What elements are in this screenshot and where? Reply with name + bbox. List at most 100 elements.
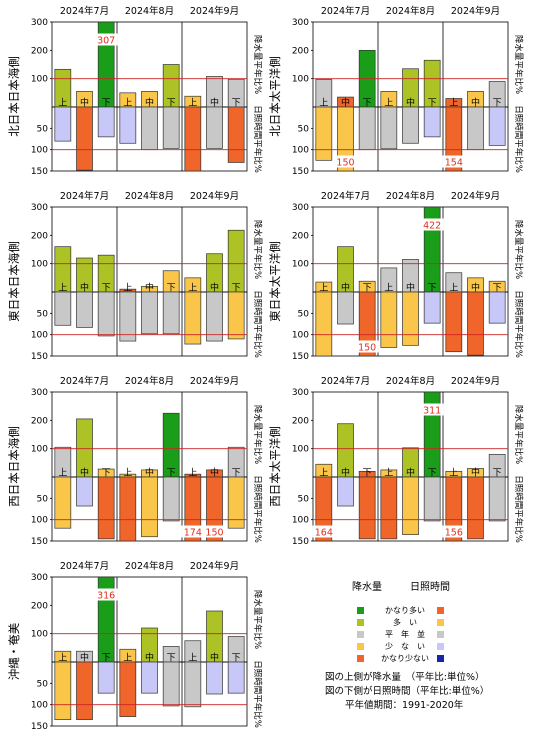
- month-label: 2024年7月: [321, 5, 370, 17]
- sun-bar: [337, 476, 354, 507]
- precip-tick-label: 100: [31, 630, 48, 640]
- precip-value-label-bg: [420, 218, 444, 231]
- sun-bar: [380, 106, 398, 150]
- sun-tick-label: 150: [31, 722, 48, 732]
- legend-category-2: 多 い: [393, 617, 417, 627]
- sun-bar: [162, 661, 180, 707]
- month-label: 2024年9月: [451, 190, 500, 202]
- precip-axis-caption: 降水量平年比%: [252, 590, 263, 649]
- sun-bar: [119, 291, 137, 342]
- region-title: 西日本太平洋側: [268, 426, 282, 507]
- legend-precip-swatch-5: [357, 655, 364, 662]
- month-label: 2024年8月: [125, 190, 174, 202]
- dekad-label: 下: [167, 284, 176, 294]
- dekad-label: 下: [232, 284, 241, 294]
- sun-value-label-bg: [355, 340, 379, 353]
- legend-sun-swatch-5: [437, 655, 444, 662]
- sun-tick-label: 150: [31, 167, 48, 177]
- dekad-label: 中: [80, 282, 89, 294]
- sun-bar: [227, 661, 245, 694]
- sun-bar: [206, 106, 223, 149]
- sun-bar: [402, 291, 419, 346]
- sun-bar: [184, 661, 202, 708]
- dekad-label: 上: [319, 283, 328, 294]
- dekad-label: 下: [167, 654, 176, 664]
- sun-value-label-bg: [442, 155, 466, 168]
- dekad-label: 中: [145, 282, 154, 294]
- month-label: 2024年9月: [190, 5, 239, 17]
- dekad-label: 中: [471, 282, 480, 294]
- month-label: 2024年8月: [125, 5, 174, 17]
- sun-tick-label: 150: [31, 352, 48, 362]
- month-label: 2024年9月: [190, 560, 239, 572]
- sun-tick-label: 50: [37, 124, 49, 134]
- sun-bar: [467, 106, 484, 151]
- sun-bar: [97, 661, 115, 694]
- dekad-label: 中: [80, 97, 89, 109]
- dekad-label: 下: [102, 654, 111, 664]
- sun-value-label-bg: [334, 155, 357, 168]
- chart-panel-4: 2024年7月 2024年8月 2024年9月 100 200 300 50 100 150 上 中…: [268, 190, 524, 362]
- sun-bar: [119, 476, 137, 542]
- sun-axis-caption: 日照時間平年比%: [252, 475, 263, 543]
- dekad-label: 上: [188, 98, 197, 109]
- chart-panel-2: 2024年7月 2024年8月 2024年9月 100 200 300 50 100 150 上 中…: [268, 5, 524, 177]
- precip-axis-caption: 降水量平年比%: [252, 220, 263, 279]
- sun-bar: [184, 106, 202, 172]
- chart-panel-6: 2024年7月 2024年8月 2024年9月 100 200 300 50 100 150 上 中…: [268, 375, 524, 547]
- sun-bar: [97, 476, 115, 540]
- dekad-label: 上: [58, 283, 67, 294]
- sun-bar: [119, 661, 137, 717]
- region-title: 西日本日本海側: [7, 426, 21, 507]
- sun-bar: [402, 476, 419, 535]
- precip-tick-label: 100: [292, 445, 309, 455]
- precip-tick-label: 200: [31, 601, 48, 611]
- legend-header-sun: 日照時間: [410, 581, 450, 593]
- sun-tick-label: 50: [37, 494, 49, 504]
- legend-category-3: 平 年 並: [385, 629, 425, 639]
- chart-panel-1: 2024年7月 2024年8月 2024年9月 100 200 300 50 100 150 上 中…: [7, 5, 263, 177]
- precip-tick-label: 300: [31, 18, 48, 28]
- legend-header-precip: 降水量: [352, 580, 382, 593]
- panels-layer: 2024年7月 2024年8月 2024年9月10020030050100150上中…: [7, 5, 524, 732]
- precip-tick-label: 300: [292, 18, 309, 28]
- sun-bar: [162, 291, 180, 335]
- precip-value-label: 311: [423, 406, 441, 417]
- sun-bar: [445, 476, 463, 542]
- month-label: 2024年7月: [60, 190, 109, 202]
- dekad-label: 中: [210, 282, 219, 294]
- precip-bar: [162, 412, 180, 478]
- sun-tick-label: 150: [292, 167, 309, 177]
- precip-tick-label: 200: [292, 231, 309, 241]
- dekad-label: 中: [210, 97, 219, 109]
- precip-tick-label: 200: [31, 46, 48, 56]
- sun-value-label: 150: [358, 343, 376, 354]
- sun-bar: [97, 106, 115, 138]
- sun-value-label-bg: [442, 525, 466, 538]
- sun-bar: [488, 291, 506, 324]
- dekad-label: 上: [188, 283, 197, 294]
- sun-tick-label: 100: [31, 331, 48, 341]
- sun-bar: [54, 291, 72, 326]
- precip-axis-caption: 降水量平年比%: [252, 405, 263, 464]
- dekad-label: 上: [319, 98, 328, 109]
- month-label: 2024年8月: [125, 560, 174, 572]
- precip-tick-label: 300: [292, 388, 309, 398]
- sun-axis-caption: 日照時間平年比%: [513, 290, 524, 358]
- legend-category-1: かなり多い: [385, 605, 425, 615]
- sun-bar: [162, 106, 180, 149]
- sun-bar: [402, 106, 419, 144]
- precip-axis-caption: 降水量平年比%: [513, 220, 524, 279]
- sun-bar: [141, 106, 158, 151]
- dekad-label: 上: [58, 653, 67, 664]
- sun-bar: [227, 106, 245, 163]
- precip-axis-caption: 降水量平年比%: [252, 35, 263, 94]
- dekad-label: 下: [232, 654, 241, 664]
- dekad-label: 上: [58, 98, 67, 109]
- precip-tick-label: 200: [31, 416, 48, 426]
- legend-sun-swatch-1: [437, 607, 444, 614]
- chart-panel-5: 2024年7月 2024年8月 2024年9月 100 200 300 50 100 150 上 中…: [7, 375, 263, 547]
- sun-tick-label: 100: [31, 701, 48, 711]
- sun-bar: [445, 291, 463, 353]
